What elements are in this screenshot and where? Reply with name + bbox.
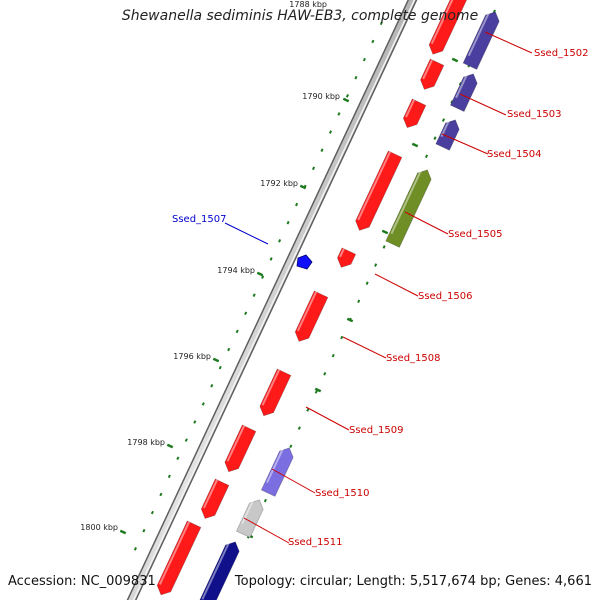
genome-backbone — [126, 0, 418, 600]
scale-dot — [193, 420, 197, 424]
tick-label-1788: 1788 kbp — [289, 0, 327, 9]
scale-major-tick — [342, 97, 350, 103]
gene-ssed-1509[interactable] — [259, 368, 292, 417]
scale-dot — [492, 9, 496, 14]
scale-major-tick — [346, 317, 354, 323]
gene-label-ssed-1509[interactable]: Ssed_1509 — [349, 425, 404, 436]
gene-ssed-1511-forward[interactable] — [200, 478, 230, 519]
scale-dot — [289, 444, 293, 449]
gene-label-ssed-1504[interactable]: Ssed_1504 — [487, 149, 542, 160]
scale-dot — [362, 57, 366, 62]
scale-dot — [218, 365, 222, 370]
gene-ssed-1511[interactable] — [235, 497, 264, 539]
scale-dot — [159, 492, 163, 497]
gene-ssed-1510[interactable] — [260, 445, 294, 497]
scale-dot — [184, 438, 188, 442]
gene-label-ssed-1511[interactable]: Ssed_1511 — [288, 537, 343, 548]
scale-dot — [320, 148, 324, 152]
scale-dot — [235, 329, 239, 334]
gene-ssed-1512-reverse[interactable] — [197, 539, 240, 600]
gene-ssed-1506[interactable] — [336, 247, 357, 268]
gene-ssed-1510-forward[interactable] — [224, 424, 257, 473]
scale-dot — [261, 275, 265, 279]
scale-dot — [269, 257, 273, 261]
gene-ssed-1505-rna[interactable] — [385, 167, 432, 248]
scale-dot — [382, 245, 386, 249]
scale-dot — [176, 456, 180, 461]
gene-ssed-1502-reverse[interactable] — [462, 9, 500, 70]
scale-dot — [201, 402, 205, 406]
scale-major-tick — [381, 229, 389, 235]
gene-label-ssed-1507[interactable]: Ssed_1507 — [172, 214, 227, 225]
scale-major-tick — [451, 57, 459, 63]
scale-dot — [142, 528, 146, 533]
scale-dot — [314, 390, 318, 394]
gene-ssed-1503[interactable] — [420, 58, 445, 90]
tick-label-1796: 1796 kbp — [173, 352, 211, 361]
scale-major-tick — [119, 529, 127, 535]
scale-dot — [328, 130, 333, 134]
scale-dot — [252, 293, 256, 297]
gene-label-ssed-1505[interactable]: Ssed_1505 — [448, 229, 503, 240]
gene-label-ssed-1510[interactable]: Ssed_1510 — [315, 488, 370, 499]
tick-label-1794: 1794 kbp — [217, 266, 255, 275]
scale-dot — [297, 426, 301, 430]
tick-label-1792: 1792 kbp — [260, 179, 298, 188]
gene-ssed-1505[interactable] — [355, 150, 403, 231]
gene-ssed-1504-reverse[interactable] — [435, 117, 460, 151]
scale-dot — [337, 112, 341, 116]
gene-ssed-1502[interactable] — [428, 0, 468, 55]
scale-dot — [371, 39, 375, 44]
scale-dot — [295, 202, 299, 207]
scale-major-tick — [314, 387, 322, 393]
scale-dot — [331, 353, 335, 358]
gene-label-ssed-1508[interactable]: Ssed_1508 — [386, 353, 441, 364]
tick-label-1798: 1798 kbp — [127, 438, 165, 447]
scale-dot — [345, 94, 349, 98]
genome-summary: Topology: circular; Length: 5,517,674 bp… — [234, 574, 592, 589]
gene-features — [156, 0, 500, 600]
scale-dot — [133, 547, 137, 551]
gene-ssed-1508[interactable] — [294, 290, 329, 342]
scale-dot — [340, 335, 344, 340]
scale-dot — [379, 21, 383, 26]
scale-dot — [357, 299, 361, 304]
gene-label-ssed-1503[interactable]: Ssed_1503 — [507, 109, 562, 120]
gene-label-ssed-1506[interactable]: Ssed_1506 — [418, 291, 473, 302]
scale-dot — [306, 408, 310, 412]
gene-label-ssed-1502[interactable]: Ssed_1502 — [534, 48, 589, 59]
scale-dot — [210, 383, 214, 388]
tick-label-1790: 1790 kbp — [302, 92, 340, 101]
accession-info: Accession: NC_009831 — [8, 574, 156, 589]
scale-dot — [323, 371, 327, 376]
scale-dot — [365, 281, 369, 285]
scale-major-tick — [212, 357, 220, 363]
scale-dot — [244, 311, 248, 316]
scale-dot — [311, 166, 316, 171]
scale-dot — [263, 498, 267, 503]
gene-ssed-1507[interactable] — [296, 254, 313, 270]
scale-major-tick — [256, 271, 264, 277]
scale-dot — [441, 118, 446, 122]
gene-label-connectors — [224, 31, 533, 544]
scale-dot — [374, 263, 378, 267]
scale-dot — [150, 510, 154, 515]
scale-dot — [354, 75, 358, 80]
gene-ssed-1512-forward[interactable] — [156, 520, 202, 596]
scale-dot — [433, 136, 437, 140]
scale-dot — [424, 154, 429, 159]
scale-dot — [286, 220, 290, 225]
scale-major-tick — [299, 184, 307, 190]
tick-label-1800: 1800 kbp — [80, 523, 118, 532]
gene-ssed-1503-reverse[interactable] — [449, 71, 478, 113]
scale-major-tick — [411, 142, 419, 148]
map-title: Shewanella sediminis HAW-EB3, complete g… — [121, 8, 479, 24]
scale-dot — [167, 474, 171, 479]
scale-dot — [227, 347, 231, 352]
scale-major-tick — [166, 443, 174, 449]
gene-ssed-1504[interactable] — [402, 98, 427, 129]
scale-dot — [278, 239, 282, 243]
